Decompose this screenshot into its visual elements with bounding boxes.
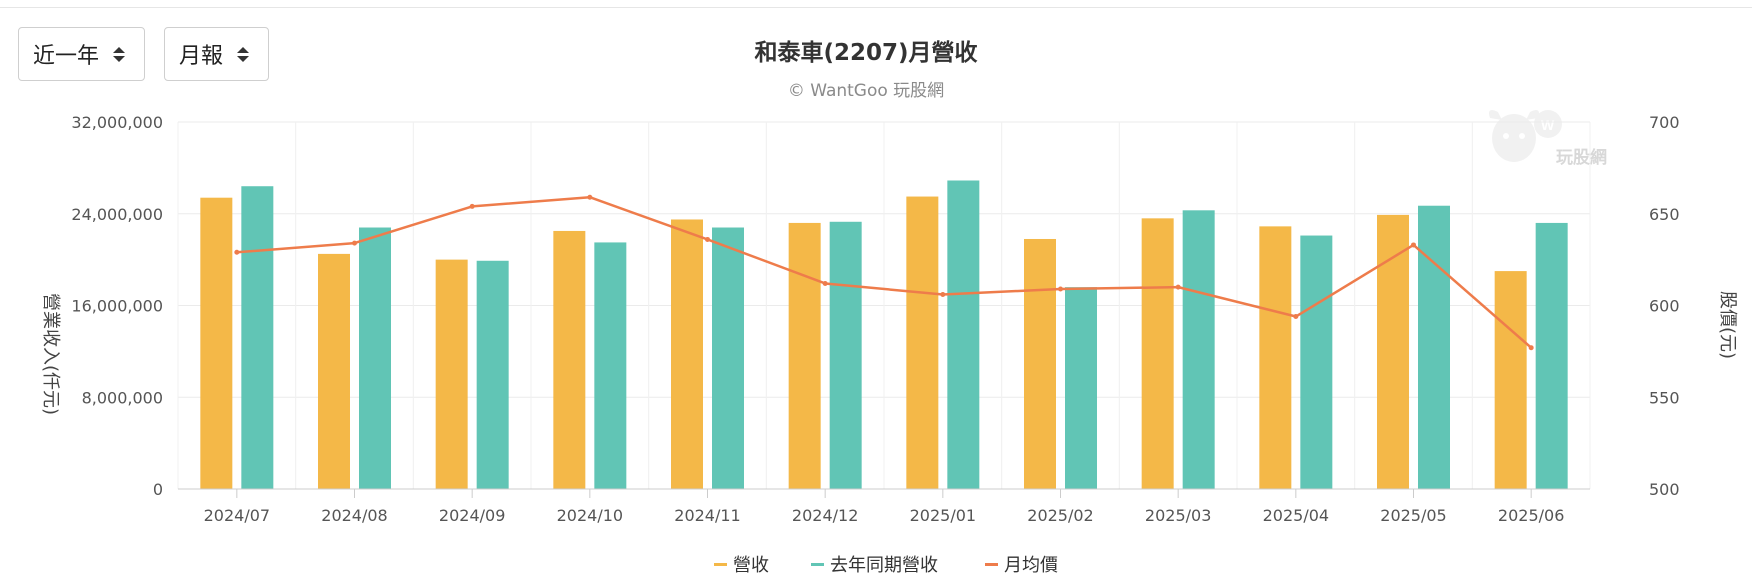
legend-label: 營收	[733, 555, 769, 576]
watermark: W 玩股網	[1489, 110, 1607, 168]
y-left-tick-label: 24,000,000	[71, 205, 163, 224]
y-axis-left-label: 營業收入(仟元)	[40, 293, 61, 415]
sort-caret-icon	[113, 46, 126, 62]
y-right-tick-label: 650	[1649, 205, 1680, 224]
x-axis-tick-label: 2024/11	[674, 506, 740, 525]
bull-logo-icon: W	[1489, 110, 1562, 162]
y-left-tick-label: 8,000,000	[82, 388, 163, 407]
x-axis-tick-label: 2024/08	[321, 506, 387, 525]
x-axis-tick-label: 2025/06	[1498, 506, 1564, 525]
x-axis-tick-label: 2025/05	[1380, 506, 1446, 525]
legend-swatch	[714, 563, 727, 566]
x-axis-tick-label: 2024/12	[792, 506, 858, 525]
last-year-revenue-bar[interactable]	[1182, 210, 1215, 489]
last-year-revenue-bar[interactable]	[1418, 205, 1450, 490]
price-point[interactable]	[587, 194, 593, 200]
price-point[interactable]	[1058, 286, 1063, 292]
price-point[interactable]	[1293, 314, 1299, 320]
period-select-value: 月報	[179, 44, 224, 69]
revenue-bar[interactable]	[1377, 214, 1409, 489]
chart-title: 和泰車(2207)月營收	[754, 39, 977, 66]
price-point[interactable]	[469, 203, 475, 209]
last-year-revenue-bar[interactable]	[829, 221, 862, 489]
legend-item-last-year[interactable]: 去年同期營收	[811, 555, 938, 576]
last-year-revenue-bar[interactable]	[1065, 287, 1097, 489]
last-year-revenue-bar[interactable]	[359, 227, 391, 489]
last-year-revenue-bar[interactable]	[476, 260, 509, 489]
last-year-revenue-bar[interactable]	[594, 242, 627, 489]
legend-label: 月均價	[1004, 555, 1058, 576]
x-axis-tick-label: 2024/09	[439, 506, 505, 525]
y-right-tick-label: 700	[1649, 113, 1680, 132]
legend-item-price[interactable]: 月均價	[985, 555, 1058, 576]
legend-label: 去年同期營收	[830, 555, 938, 576]
period-select[interactable]: 月報	[164, 27, 269, 81]
x-axis-tick-label: 2025/01	[910, 506, 976, 525]
revenue-bar[interactable]	[1024, 238, 1056, 489]
y-left-tick-label: 32,000,000	[71, 113, 163, 132]
revenue-bar[interactable]	[553, 230, 586, 489]
legend-swatch	[811, 563, 824, 566]
watermark-text: 玩股網	[1556, 147, 1607, 168]
revenue-bar[interactable]	[1494, 271, 1527, 489]
revenue-bar[interactable]	[906, 196, 939, 489]
x-axis-tick-label: 2025/04	[1263, 506, 1329, 525]
y-left-tick-label: 0	[153, 480, 163, 499]
price-point[interactable]	[705, 236, 710, 242]
revenue-bar[interactable]	[1259, 226, 1292, 489]
last-year-revenue-bar[interactable]	[712, 227, 744, 489]
sort-caret-icon	[237, 46, 250, 62]
price-point[interactable]	[940, 291, 946, 297]
range-select-value: 近一年	[33, 44, 100, 69]
revenue-bar[interactable]	[435, 259, 468, 489]
chart-subtitle: © WantGoo 玩股網	[788, 81, 944, 101]
revenue-bar[interactable]	[671, 219, 703, 489]
y-axis-right-label: 股價(元)	[1717, 291, 1738, 359]
top-divider	[0, 7, 1752, 8]
price-point[interactable]	[352, 240, 357, 246]
x-axis-tick-label: 2024/10	[557, 506, 623, 525]
y-right-tick-label: 600	[1649, 297, 1680, 316]
price-point[interactable]	[234, 249, 240, 255]
price-point[interactable]	[1175, 284, 1181, 290]
price-line	[236, 195, 1532, 349]
revenue-bar[interactable]	[318, 253, 350, 489]
y-left-tick-label: 16,000,000	[71, 297, 163, 316]
svg-text:W: W	[1541, 117, 1555, 133]
price-point[interactable]	[1528, 345, 1534, 351]
x-axis-tick-label: 2025/03	[1145, 506, 1211, 525]
legend-swatch	[985, 563, 998, 566]
price-point[interactable]	[1411, 242, 1416, 248]
last-year-revenue-bar[interactable]	[1300, 235, 1333, 489]
revenue-bar[interactable]	[200, 197, 233, 489]
legend: 營收 去年同期營收 月均價	[714, 555, 1058, 576]
x-axis-tick-label: 2025/02	[1027, 506, 1093, 525]
range-select[interactable]: 近一年	[18, 27, 145, 81]
revenue-bar[interactable]	[1141, 218, 1174, 489]
x-axis-tick-label: 2024/07	[204, 506, 270, 525]
last-year-revenue-bar[interactable]	[947, 180, 980, 489]
price-point[interactable]	[822, 280, 828, 286]
last-year-revenue-bar[interactable]	[1535, 222, 1568, 490]
revenue-bar[interactable]	[788, 222, 821, 490]
y-right-tick-label: 500	[1649, 480, 1680, 499]
legend-item-revenue[interactable]: 營收	[714, 555, 769, 576]
last-year-revenue-bar[interactable]	[241, 186, 274, 489]
y-right-tick-label: 550	[1649, 388, 1680, 407]
